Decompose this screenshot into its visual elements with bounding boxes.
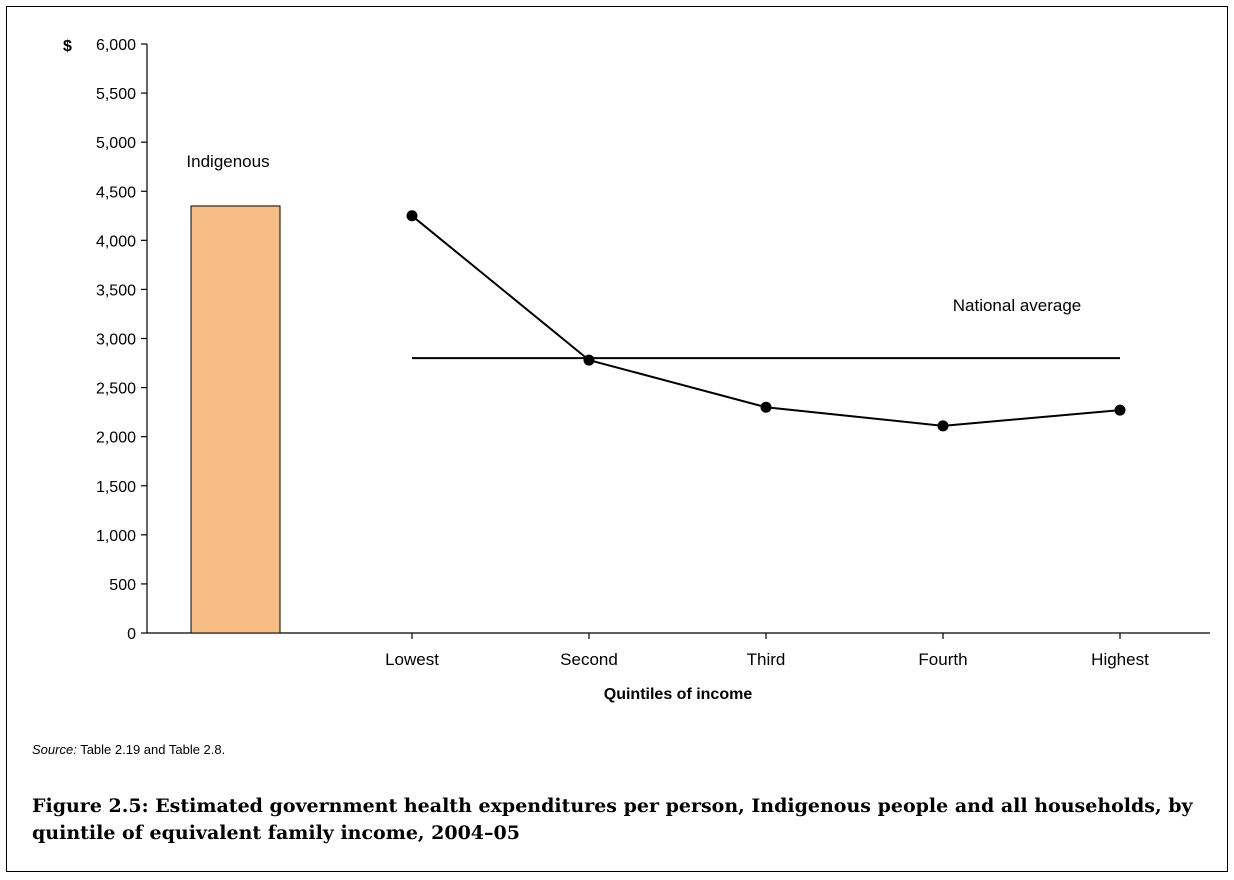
figure-caption: Figure 2.5: Estimated government health … bbox=[32, 795, 1193, 844]
chart: 0 500 1,000 1,500 2,000 2,500 3,000 3,500 4,000 4… bbox=[63, 37, 1210, 703]
indigenous-bar bbox=[190, 205, 281, 634]
source-note: Source: Table 2.19 and Table 2.8. bbox=[32, 742, 225, 757]
y-tick-label: 6,000 bbox=[96, 37, 136, 54]
x-axis: Lowest Second Third Fourth Highest bbox=[147, 632, 1210, 669]
x-tick-label: Highest bbox=[1091, 650, 1149, 669]
y-tick-label: 2,500 bbox=[96, 381, 136, 398]
y-tick-label: 1,500 bbox=[96, 479, 136, 496]
quintile-point bbox=[1114, 404, 1126, 416]
y-tick-label: 1,000 bbox=[96, 528, 136, 545]
y-tick-label: 4,500 bbox=[96, 184, 136, 201]
y-tick-label: 3,500 bbox=[96, 282, 136, 299]
x-tick-label: Second bbox=[560, 650, 618, 669]
quintile-series-line bbox=[411, 215, 1121, 427]
source-prefix: Source: bbox=[32, 742, 77, 757]
quintile-point bbox=[406, 210, 418, 222]
x-tick-label: Fourth bbox=[918, 650, 967, 669]
quintile-point bbox=[937, 420, 949, 432]
y-tick-label: 4,000 bbox=[96, 233, 136, 250]
y-axis: 0 500 1,000 1,500 2,000 2,500 3,000 3,500 4,000 4… bbox=[96, 37, 148, 643]
quintile-point bbox=[583, 354, 595, 366]
y-tick-label: 3,000 bbox=[96, 332, 136, 349]
quintile-point bbox=[760, 401, 772, 413]
indigenous-bar-label: Indigenous bbox=[186, 152, 269, 171]
indigenous-bar-group: Indigenous bbox=[186, 152, 281, 634]
y-tick-label: 0 bbox=[127, 626, 136, 643]
source-text: Table 2.19 and Table 2.8. bbox=[76, 742, 226, 757]
x-tick-label: Third bbox=[747, 650, 786, 669]
quintile-series-group bbox=[406, 210, 1126, 432]
y-tick-label: 5,500 bbox=[96, 86, 136, 103]
y-tick-label: 500 bbox=[109, 577, 136, 594]
y-tick-label: 5,000 bbox=[96, 135, 136, 152]
national-average-label: National average bbox=[953, 296, 1082, 315]
y-tick-label: 2,000 bbox=[96, 430, 136, 447]
x-tick-label: Lowest bbox=[385, 650, 439, 669]
x-axis-title: Quintiles of income bbox=[604, 686, 753, 703]
y-unit-label: $ bbox=[63, 38, 72, 55]
national-average-group: National average bbox=[412, 296, 1120, 360]
